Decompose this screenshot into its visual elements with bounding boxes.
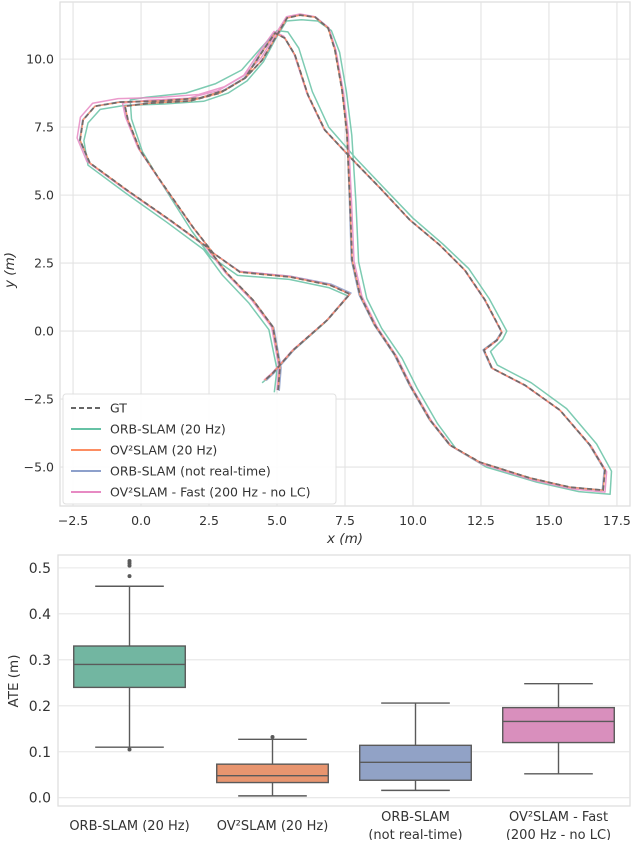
ate-axis-label: ATE (m) <box>6 655 22 708</box>
y-tick-label: 0.1 <box>29 745 51 761</box>
boxplot-tick-labels: 0.0 0.1 0.2 0.3 0.4 0.5 ORB-SLAM (20 Hz) OV²SLA… <box>29 561 611 843</box>
outlier-point <box>127 558 132 563</box>
outlier-point <box>127 574 132 579</box>
category-label: ORB-SLAM <box>381 810 450 825</box>
y-tick-label: 2.5 <box>34 256 54 271</box>
boxplot-boxes <box>73 558 615 797</box>
y-tick-label: 7.5 <box>34 120 54 135</box>
y-axis-label: y (m) <box>2 252 18 289</box>
x-axis-label: x (m) <box>326 531 363 547</box>
x-tick-label: 10.0 <box>399 513 427 528</box>
category-label: (200 Hz - no LC) <box>506 828 611 840</box>
legend-label-3: ORB-SLAM (not real-time) <box>110 464 271 479</box>
iqr-box <box>216 763 329 784</box>
trajectory-plot: −2.5 0.0 2.5 5.0 7.5 10.0 12.5 15.0 17.5 −5.0 −2.5… <box>2 1 631 547</box>
trajectory-line-0 <box>79 14 606 492</box>
legend-label-1: ORB-SLAM (20 Hz) <box>110 422 226 437</box>
legend-label-2: OV²SLAM (20 Hz) <box>110 443 217 458</box>
y-tick-label: −5.0 <box>24 460 54 475</box>
y-tick-label: 0.0 <box>29 791 51 807</box>
box-1 <box>216 735 329 797</box>
legend: GT ORB-SLAM (20 Hz) OV²SLAM (20 Hz) ORB-SLA… <box>62 393 337 505</box>
y-tick-label: 0.3 <box>29 653 51 669</box>
ate-boxplot: 0.0 0.1 0.2 0.3 0.4 0.5 ORB-SLAM (20 Hz) OV²SLA… <box>6 554 631 843</box>
y-tick-label: 10.0 <box>26 52 54 67</box>
y-tick-label: 0.5 <box>29 561 51 577</box>
x-tick-label: 5.0 <box>267 513 287 528</box>
box-2 <box>359 702 472 792</box>
x-tick-label: 2.5 <box>199 513 219 528</box>
y-tick-label: 5.0 <box>34 188 54 203</box>
x-tick-label: 7.5 <box>335 513 355 528</box>
x-tick-label: −2.5 <box>58 513 88 528</box>
category-label: OV²SLAM - Fast <box>509 810 608 825</box>
legend-label-0: GT <box>110 401 127 416</box>
iqr-box <box>73 645 186 689</box>
iqr-box <box>502 706 615 744</box>
x-tick-label: 12.5 <box>467 513 495 528</box>
legend-label-4: OV²SLAM - Fast (200 Hz - no LC) <box>110 485 311 500</box>
category-label: ORB-SLAM (20 Hz) <box>69 819 189 834</box>
outlier-point <box>270 735 275 740</box>
category-label: (not real-time) <box>368 828 462 840</box>
y-tick-label: 0.2 <box>29 699 51 715</box>
y-tick-label: 0.4 <box>29 607 51 623</box>
category-label: OV²SLAM (20 Hz) <box>217 819 329 834</box>
box-3 <box>502 683 615 775</box>
x-tick-label: 17.5 <box>603 513 631 528</box>
x-tick-label: 0.0 <box>131 513 151 528</box>
trajectory-tick-labels: −2.5 0.0 2.5 5.0 7.5 10.0 12.5 15.0 17.5 −5.0 −2.5… <box>24 52 631 528</box>
outlier-point <box>127 747 132 752</box>
y-tick-label: 0.0 <box>34 324 54 339</box>
trajectory-series <box>76 13 613 496</box>
trajectory-line-4 <box>76 13 608 493</box>
y-tick-label: −2.5 <box>24 392 54 407</box>
box-0 <box>73 558 186 752</box>
legend-box <box>62 393 337 505</box>
x-tick-label: 15.0 <box>535 513 563 528</box>
